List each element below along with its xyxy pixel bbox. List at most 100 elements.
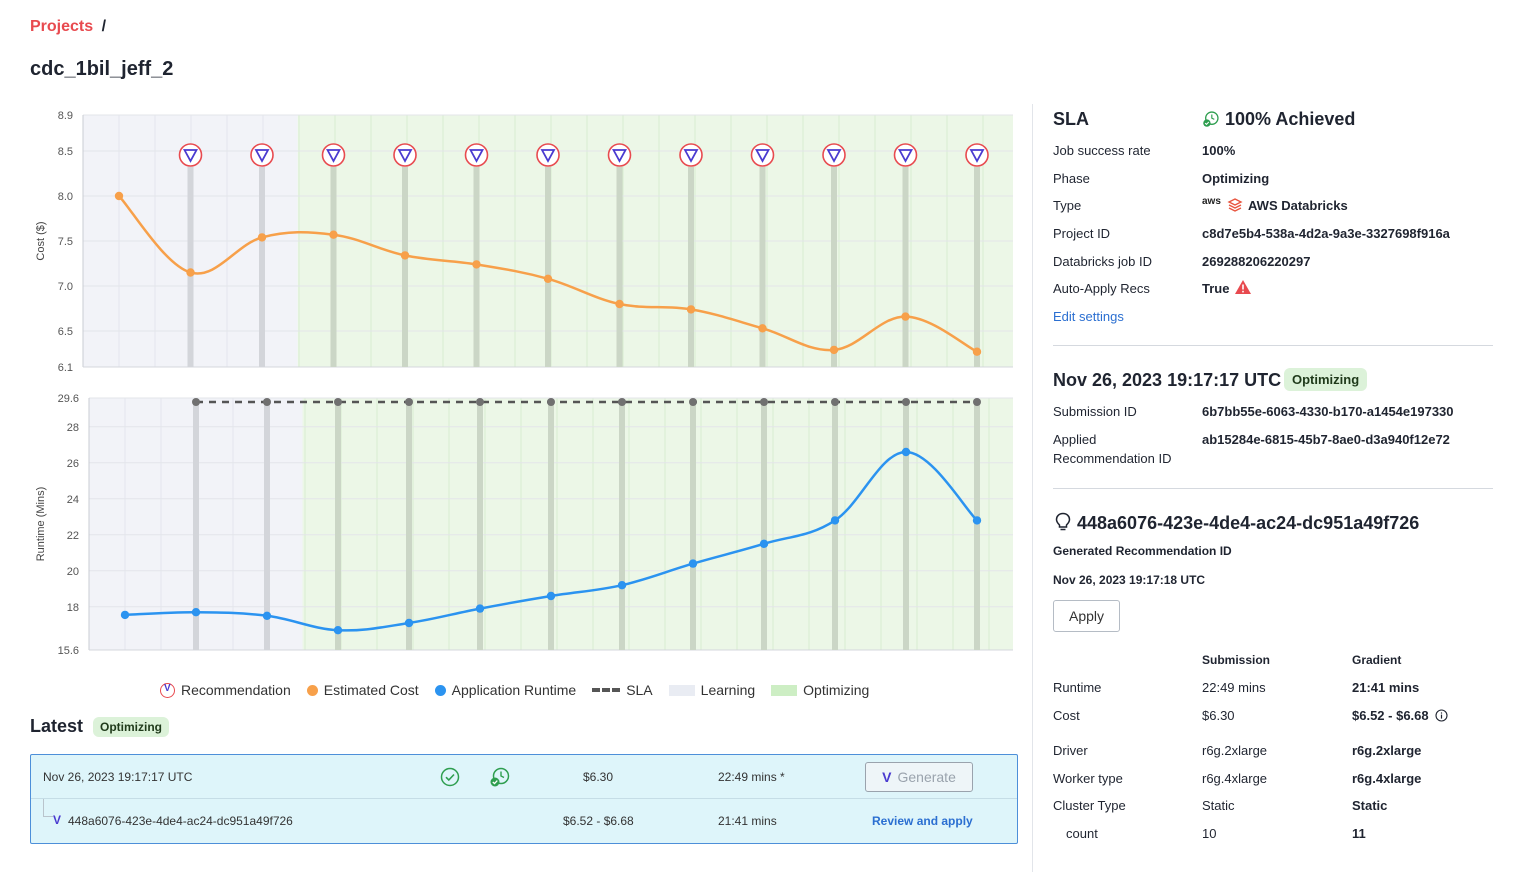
run-cost: $6.30 [583,770,614,784]
recommendation-panel-id: 448a6076-423e-4de4-ac24-dc951a49f726 [1077,513,1420,533]
chart1-recommendation-bar [902,167,909,367]
sla-clock-icon [489,766,511,791]
legend-item-optimizing[interactable]: Optimizing [771,682,869,698]
recommendation-marker-icon [250,143,274,167]
chart1-recommendation-bar [759,167,766,367]
recommendation-marker-v [826,149,842,163]
recommendation-marker-icon [321,143,346,167]
recommendation-panel-timestamp: Nov 26, 2023 19:17:18 UTC [1053,573,1206,587]
chart1-y-tick-label: 6.5 [58,326,73,338]
chart1-data-point [686,305,696,314]
legend-label-cost: Estimated Cost [323,682,419,698]
recommendation-marker-icon [607,143,632,167]
latest-status-badge: Optimizing [93,716,170,737]
applied-label-line1: Applied [1053,432,1097,447]
sla-point [689,398,697,406]
recommendation-runtime: 21:41 mins [718,814,777,828]
latest-title: Latest [30,716,84,736]
legend-label-runtime: Application Runtime [451,682,577,698]
breadcrumb: Projects / [30,18,106,36]
generate-button[interactable]: V Generate [865,762,973,792]
chart1-y-tick-label: 6.1 [58,362,73,374]
warning-icon[interactable] [1234,279,1252,300]
sla-title: SLA [1053,109,1089,129]
run-timestamp: Nov 26, 2023 19:17:17 UTC [43,770,193,784]
chart1-recommendation-bar [402,167,408,367]
sla-point [476,398,484,406]
chart2-recommendation-bar [619,402,625,650]
compare-gradient-cluster-type: Static [1352,798,1388,813]
success-check-icon [440,767,460,790]
legend-item-recommendation[interactable]: Recommendation [160,682,291,698]
legend-item-sla[interactable]: SLA [592,682,653,698]
chart2-data-point [688,559,698,568]
chart1-y-tick-label: 7.5 [58,236,73,248]
chart2-data-point [475,604,485,613]
edit-settings-link[interactable]: Edit settings [1053,309,1124,324]
recommendation-cost-range: $6.52 - $6.68 [563,814,634,828]
latest-header: Latest Optimizing [30,716,170,737]
phase-label: Phase [1053,171,1090,186]
sla-point [902,398,910,406]
chart1-data-point [615,299,624,309]
recommendation-marker-v [182,149,199,163]
chart1-data-point [400,251,410,260]
sla-point [831,398,839,406]
chart2-y-tick-label: 24 [67,494,79,506]
compare-submission-count: 10 [1202,826,1217,841]
compare-label-cluster-type: Cluster Type [1053,798,1126,813]
chart2-y-tick-label: 22 [67,530,79,542]
legend-item-cost[interactable]: Estimated Cost [306,682,419,698]
legend-item-runtime[interactable]: Application Runtime [434,682,577,698]
auto-apply-value: True [1202,281,1230,296]
compare-submission-cost: $6.30 [1202,708,1235,723]
info-icon[interactable] [1435,709,1448,727]
chart2-data-point [901,447,911,457]
compare-label-count: count [1066,826,1098,841]
recommendation-marker-v [540,149,556,163]
cost-dot-icon [306,684,318,696]
latest-recommendation-row[interactable]: V 448a6076-423e-4de4-ac24-dc951a49f726 $… [31,799,1017,845]
sla-point [760,398,768,406]
panel-divider [1032,104,1033,872]
sla-point [334,398,342,406]
chart2-data-point [120,610,130,620]
compare-gradient-driver: r6g.2xlarge [1352,743,1422,758]
phase-value: Optimizing [1202,171,1270,186]
chart1-recommendation-bar [187,167,194,367]
chart2-optimizing-region [302,398,1013,650]
submission-id-value: 6b7bb55e-6063-4330-b170-a1454e197330 [1202,404,1454,419]
chart1-data-point [472,260,481,269]
chart2-recommendation-bar [761,402,767,650]
recommendation-logo-icon: V [53,813,62,827]
breadcrumb-projects-link[interactable]: Projects [30,18,94,35]
chart2-y-tick-label: 29.6 [58,393,79,405]
recommendation-marker-v [897,149,914,163]
chart1-y-tick-label: 8.9 [58,110,73,122]
recommendation-marker-v [325,149,342,163]
review-and-apply-link[interactable]: Review and apply [872,814,973,828]
recommendation-marker-v [754,149,771,163]
job-success-rate-label: Job success rate [1053,143,1151,158]
recommendation-marker-v [468,149,485,163]
chart1-recommendation-bar [545,167,551,367]
type-value: AWS Databricks [1248,198,1348,213]
legend-label-recommendation: Recommendation [181,682,291,698]
chart1-data-point [329,230,338,239]
compare-gradient-runtime: 21:41 mins [1352,680,1420,695]
breadcrumb-separator: / [101,18,107,35]
legend-item-learning[interactable]: Learning [668,682,755,698]
job-success-rate-value: 100% [1202,143,1236,158]
chart1-data-point [972,347,982,356]
apply-button[interactable]: Apply [1053,600,1120,632]
chart1-y-tick-label: 8.5 [58,146,73,158]
runtime-dot-icon [434,684,446,696]
chart1-recommendation-bar [688,167,694,367]
chart1-recommendation-bar [831,167,837,367]
latest-run-row[interactable]: Nov 26, 2023 19:17:17 UTC $6.30 22:49 mi… [31,755,1017,799]
recommendation-marker-icon [178,143,203,167]
sla-dash-icon [592,688,621,692]
chart1-recommendation-bar [974,167,980,367]
sla-point [263,398,271,406]
compare-label-cost: Cost [1053,708,1080,723]
